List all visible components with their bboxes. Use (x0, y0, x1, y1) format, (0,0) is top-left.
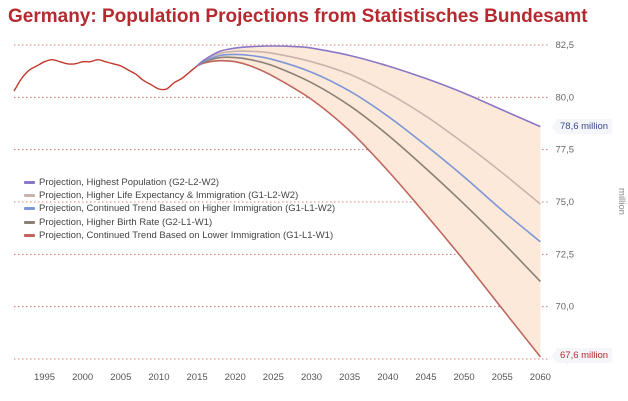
legend-label: Projection, Continued Trend Based on Low… (39, 229, 334, 241)
y-tick-label: 72,5 (556, 249, 575, 260)
x-tick-label: 2060 (530, 372, 551, 383)
legend-item[interactable]: Projection, Higher Birth Rate (G2-L1-W1) (24, 216, 335, 229)
x-tick-label: 2025 (263, 372, 284, 383)
y-tick-label: 82,5 (556, 40, 575, 51)
series-line (196, 50, 541, 205)
series-line (196, 53, 541, 243)
series-line (196, 45, 541, 128)
x-tick-label: 1995 (34, 372, 55, 383)
series-lines (13, 45, 542, 358)
legend-swatch (24, 220, 35, 224)
series-line (196, 56, 541, 283)
legend: Projection, Highest Population (G2-L2-W2… (24, 176, 335, 242)
x-tick-label: 2005 (110, 372, 131, 383)
legend-label: Projection, Highest Population (G2-L2-W2… (39, 177, 220, 189)
legend-label: Projection, Continued Trend Based on Hig… (39, 203, 336, 215)
series-line (196, 59, 542, 358)
legend-label: Projection, Higher Birth Rate (G2-L1-W1) (39, 216, 213, 228)
y-tick-labels: 82,580,077,575,072,570,067,5 (556, 40, 575, 365)
x-tick-label: 2050 (454, 372, 475, 383)
legend-item[interactable]: Projection, Continued Trend Based on Low… (24, 229, 335, 242)
y-tick-label: 70,0 (556, 302, 575, 313)
y-axis-unit: million (615, 188, 627, 215)
x-tick-label: 2035 (339, 372, 360, 383)
end-label-highest: 78,6 million (550, 119, 613, 134)
y-tick-label: 80,0 (556, 92, 575, 103)
legend-item[interactable]: Projection, Highest Population (G2-L2-W2… (24, 176, 335, 189)
x-tick-label: 2020 (225, 372, 246, 383)
projection-band (197, 46, 541, 357)
end-label-lowest: 67,6 million (550, 348, 613, 363)
chart-title: Germany: Population Projections from Sta… (8, 6, 588, 27)
legend-item[interactable]: Projection, Higher Life Expectancy & Imm… (24, 189, 335, 202)
x-tick-label: 2000 (72, 372, 93, 383)
y-tick-label: 75,0 (556, 197, 575, 208)
legend-swatch (24, 181, 35, 185)
x-tick-label: 2055 (492, 372, 513, 383)
legend-item[interactable]: Projection, Continued Trend Based on Hig… (24, 202, 335, 215)
legend-swatch (24, 194, 35, 198)
x-tick-label: 2045 (415, 372, 436, 383)
historical-line (13, 58, 198, 92)
x-tick-label: 2010 (148, 372, 169, 383)
legend-swatch (24, 207, 35, 211)
x-tick-label: 2040 (377, 372, 398, 383)
x-tick-label: 2015 (187, 372, 208, 383)
legend-label: Projection, Higher Life Expectancy & Imm… (39, 190, 299, 202)
y-tick-label: 77,5 (556, 145, 575, 156)
legend-swatch (24, 233, 35, 237)
projection-band-area (197, 46, 541, 357)
x-tick-label: 2030 (301, 372, 322, 383)
x-tick-labels: 1995 2000 2005 2010 2015 2020 2025 2030 2035 2040… (34, 372, 551, 383)
